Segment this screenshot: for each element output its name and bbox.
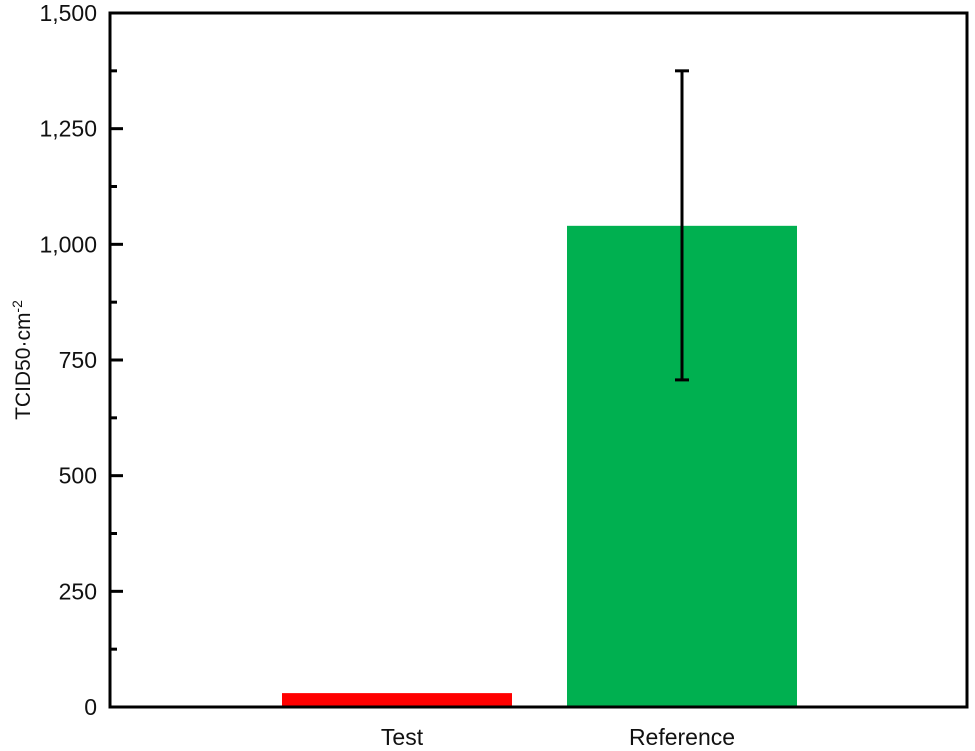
y-tick-label: 1,000 <box>39 231 97 257</box>
y-tick-label: 1,250 <box>39 116 97 142</box>
x-axis-category-labels: Test Reference <box>381 724 735 750</box>
error-bar-reference <box>675 69 689 382</box>
y-axis-tick-labels: 0 250 500 750 1,000 1,250 1,500 <box>39 0 97 720</box>
x-label-reference: Reference <box>629 724 735 750</box>
y-tick-label: 1,500 <box>39 0 97 26</box>
bar-test <box>282 693 512 707</box>
y-tick-label: 250 <box>59 578 97 604</box>
y-tick-label: 0 <box>84 694 97 720</box>
y-axis-ticks <box>110 69 123 651</box>
error-bars-group <box>675 69 689 382</box>
plot-frame <box>108 11 969 709</box>
y-tick-label: 750 <box>59 347 97 373</box>
y-tick-label: 500 <box>59 463 97 489</box>
bars-group <box>282 225 797 707</box>
x-label-test: Test <box>381 724 424 750</box>
y-axis-title: TCID50·cm-2 <box>9 300 35 420</box>
